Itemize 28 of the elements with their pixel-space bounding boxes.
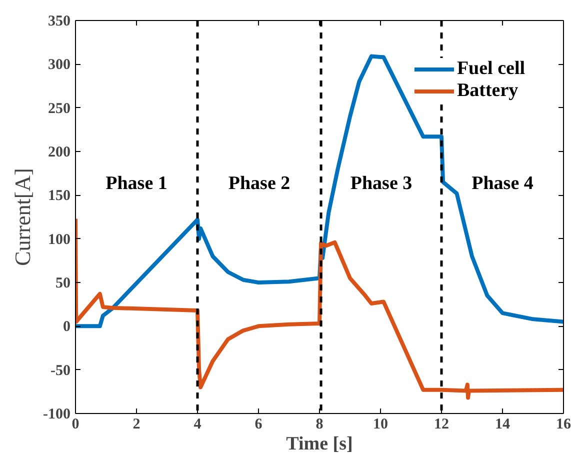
annotation: Phase 4 [472, 173, 534, 194]
y-tick-label: 200 [48, 144, 70, 160]
y-tick-label: 100 [48, 232, 70, 248]
x-tick-label: 10 [373, 416, 388, 432]
y-tick-label: 150 [48, 188, 70, 204]
x-axis-title: Time [s] [286, 434, 353, 454]
annotation: Phase 1 [106, 173, 168, 194]
x-tick-label: 6 [254, 416, 263, 432]
legend-label: Fuel cell [456, 58, 525, 80]
x-tick-label: 14 [495, 416, 510, 432]
y-tick-label: 0 [63, 319, 70, 336]
x-tick-label: 16 [556, 416, 571, 432]
x-tick-label: 8 [316, 416, 324, 432]
x-tick-label: 12 [434, 416, 449, 432]
y-tick-label: 350 [48, 14, 70, 30]
y-axis-title: Current[A] [10, 168, 36, 266]
annotation: Phase 3 [350, 173, 412, 194]
line-series [76, 216, 564, 400]
y-tick-label: -50 [50, 362, 71, 379]
x-tick-label: 4 [194, 416, 202, 432]
line-series [76, 54, 564, 328]
legend-label: Battery [456, 80, 518, 102]
y-tick-label: 300 [48, 57, 70, 74]
y-tick-label: 50 [56, 276, 70, 292]
y-tick-label: -100 [43, 406, 71, 422]
annotation: Phase 2 [228, 173, 290, 194]
y-tick-label: 250 [48, 100, 70, 117]
x-tick-label: 2 [132, 416, 140, 432]
